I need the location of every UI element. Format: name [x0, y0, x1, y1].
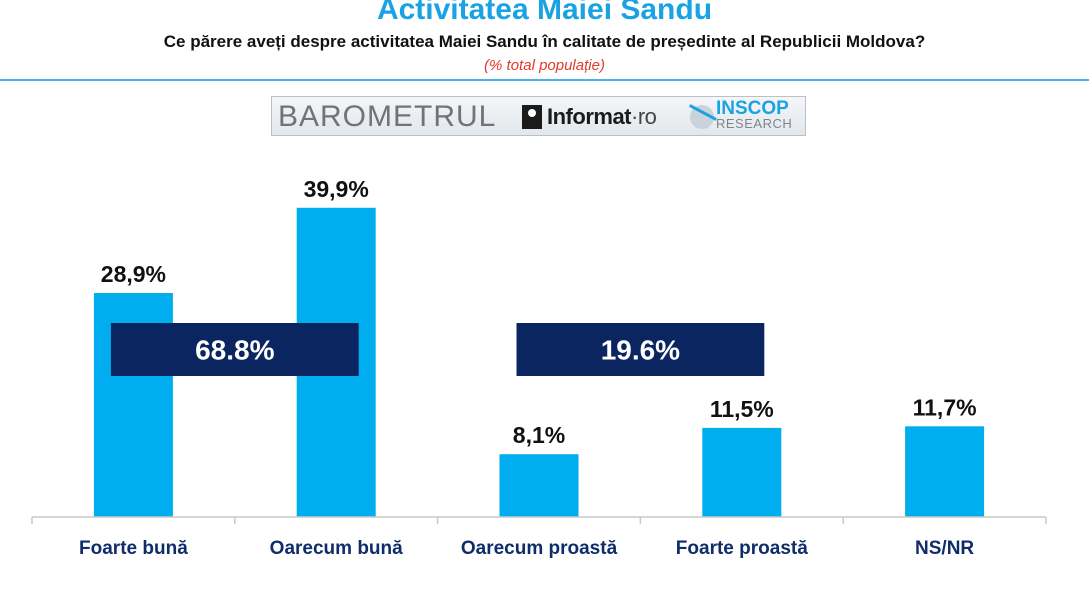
group-total-label-2: 19.6% [601, 335, 680, 366]
inscop-name: INSCOP [716, 98, 789, 119]
informat-logo: Informat·ro [522, 102, 657, 132]
bar-3 [499, 454, 579, 517]
inscop-logo: INSCOP RESEARCH [689, 98, 802, 133]
bar-value-label-5: 11,7% [913, 394, 977, 420]
group-total-box-2 [516, 323, 765, 376]
header-divider [0, 79, 1089, 81]
x-axis: Foarte bună Oarecum bună Oarecum proastă Fo… [31, 516, 1047, 559]
chart-note: (% total populație) [484, 57, 605, 74]
bar-value-label-2: 39,9% [304, 176, 369, 202]
category-label-3: Oarecum proastă [461, 538, 618, 559]
bar-value-label-1: 28,9% [101, 261, 166, 287]
group-totals-layer: 68.8% 19.6% [110, 323, 765, 376]
informat-suffix: ·ro [631, 104, 657, 129]
chart-title: Activitatea Maiei Sandu [376, 0, 713, 26]
chart-subtitle: Ce părere aveți despre activitatea Maiei… [163, 32, 926, 51]
bar-5 [905, 426, 985, 517]
bar-value-label-4: 11,5% [710, 396, 774, 422]
barometrul-logo-text: BAROMETRUL [278, 100, 497, 133]
category-label-4: Foarte proastă [676, 538, 808, 559]
informat-mark-icon [522, 105, 542, 129]
group-total-box-1 [110, 323, 359, 376]
group-total-label-1: 68.8% [195, 335, 274, 366]
bar-4 [702, 427, 782, 517]
category-label-5: NS/NR [915, 538, 974, 559]
inscop-sub: RESEARCH [716, 116, 793, 131]
sponsor-logo-banner: BAROMETRUL Informat·ro INSCOP RESEARCH [271, 96, 806, 136]
bar-value-label-3: 8,1% [513, 422, 565, 448]
informat-main: Informat [547, 104, 632, 129]
informat-logo-text: Informat·ro [547, 104, 657, 130]
category-label-2: Oarecum bună [270, 538, 403, 559]
category-label-1: Foarte bună [79, 538, 188, 559]
